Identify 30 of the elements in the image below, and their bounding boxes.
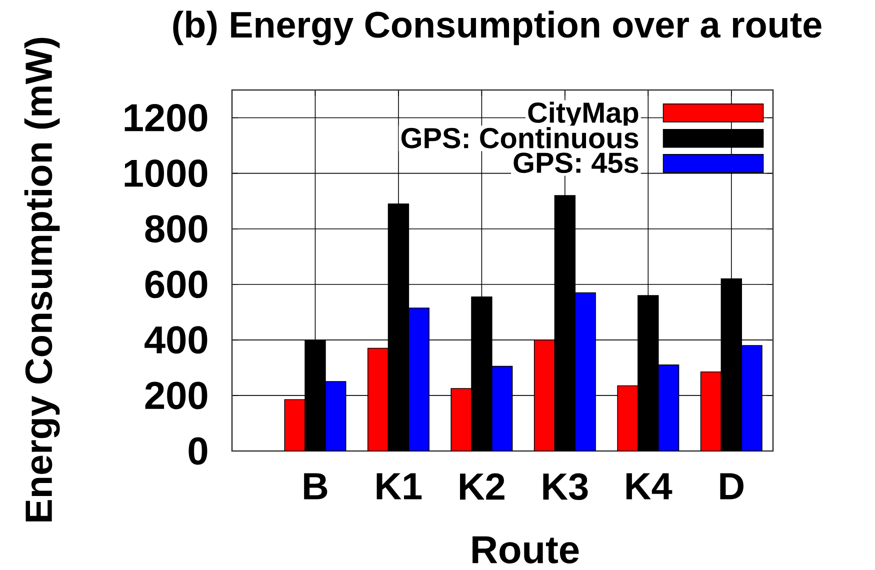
bar <box>450 388 472 451</box>
bar <box>367 348 389 451</box>
bar <box>408 308 430 451</box>
y-tick-label: 600 <box>145 270 208 298</box>
chart-title: (b) Energy Consumption over a route <box>173 10 822 46</box>
bar <box>491 366 513 451</box>
x-tick-label: B <box>304 473 328 500</box>
bar <box>574 292 596 451</box>
y-tick-label: 1000 <box>124 160 208 188</box>
legend-label: GPS: 45s <box>514 152 638 174</box>
bar <box>700 371 722 451</box>
x-tick-label: K4 <box>626 473 672 500</box>
y-tick-label: 200 <box>145 382 208 410</box>
x-tick-label: K3 <box>543 473 588 500</box>
legend-label: GPS: Continuous <box>401 127 638 148</box>
y-tick-label: 800 <box>145 215 208 243</box>
y-tick-label: 1200 <box>124 104 208 132</box>
y-axis-title: Energy Consumption (mW) <box>24 38 60 522</box>
x-axis-title: Route <box>472 536 579 564</box>
bar <box>617 385 638 451</box>
bar <box>284 399 306 451</box>
bar <box>534 340 556 451</box>
x-tick-label: K1 <box>376 473 422 500</box>
bar <box>325 381 346 451</box>
x-tick-label: K2 <box>460 473 504 500</box>
x-tick-label: D <box>720 473 744 500</box>
y-tick-label: 400 <box>144 326 208 354</box>
bar <box>658 364 680 451</box>
bar <box>741 345 762 451</box>
y-tick-label: 0 <box>188 437 208 465</box>
